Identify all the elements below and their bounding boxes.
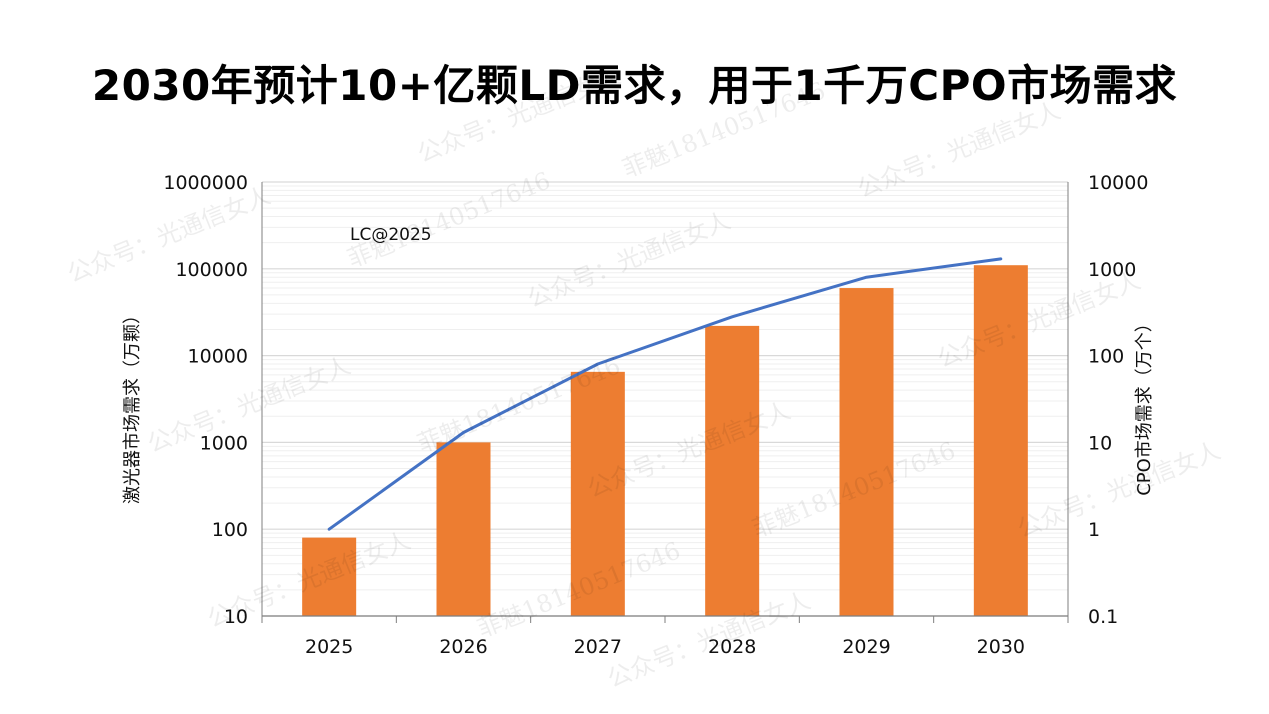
y-right-tick-label: 10 <box>1088 432 1112 454</box>
x-tick-label: 2030 <box>977 636 1025 658</box>
y-left-tick-label: 10 <box>224 606 248 628</box>
y-right-tick-label: 0.1 <box>1088 606 1118 628</box>
line-series <box>327 257 1003 531</box>
x-tick-label: 2025 <box>305 636 353 658</box>
y-right-tick-label: 100 <box>1088 346 1124 368</box>
right-axis-title: CPO市场需求（万个） <box>1134 314 1155 496</box>
bar <box>436 442 491 616</box>
left-axis-title: 激光器市场需求（万颗） <box>122 306 143 504</box>
bar <box>302 537 357 616</box>
y-left-tick-label: 1000 <box>200 432 248 454</box>
bar <box>705 325 760 616</box>
x-tick-label: 2029 <box>842 636 890 658</box>
y-left-tick-label: 100000 <box>175 259 248 281</box>
y-left-tick-label: 100 <box>212 519 248 541</box>
x-tick-label: 2027 <box>574 636 622 658</box>
bar-series <box>302 265 1028 616</box>
x-tick-label: 2026 <box>439 636 487 658</box>
chart-annotation: LC@2025 <box>350 225 432 245</box>
line-path <box>327 257 1003 531</box>
page-title: 2030年预计10+亿颗LD需求，用于1千万CPO市场需求 <box>91 61 1178 110</box>
y-left-tick-label: 1000000 <box>163 172 248 194</box>
y-right-tick-label: 1 <box>1088 519 1100 541</box>
y-right-tick-label: 1000 <box>1088 259 1136 281</box>
gridlines <box>262 181 1068 617</box>
y-left-tick-label: 10000 <box>188 346 248 368</box>
x-tick-label: 2028 <box>708 636 756 658</box>
axes <box>261 182 1069 623</box>
tick-labels: 10 100 1000 10000 100000 1000000 0.1 1 10 100 1000… <box>163 172 1148 658</box>
bar <box>839 288 894 616</box>
bar <box>973 265 1028 616</box>
y-right-tick-label: 10000 <box>1088 172 1148 194</box>
bar <box>570 371 625 616</box>
